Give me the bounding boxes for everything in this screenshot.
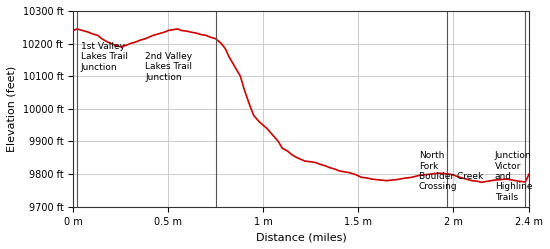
X-axis label: Distance (miles): Distance (miles) xyxy=(256,232,346,242)
Text: North
Fork
Boulder Creek
Crossing: North Fork Boulder Creek Crossing xyxy=(419,151,483,191)
Text: Junction
Victor
and
Highline
Trails: Junction Victor and Highline Trails xyxy=(495,151,532,202)
Y-axis label: Elevation (feet): Elevation (feet) xyxy=(7,66,17,152)
Text: 1st Valley
Lakes Trail
Junction: 1st Valley Lakes Trail Junction xyxy=(81,42,128,72)
Text: 2nd Valley
Lakes Trail
Junction: 2nd Valley Lakes Trail Junction xyxy=(145,52,192,81)
